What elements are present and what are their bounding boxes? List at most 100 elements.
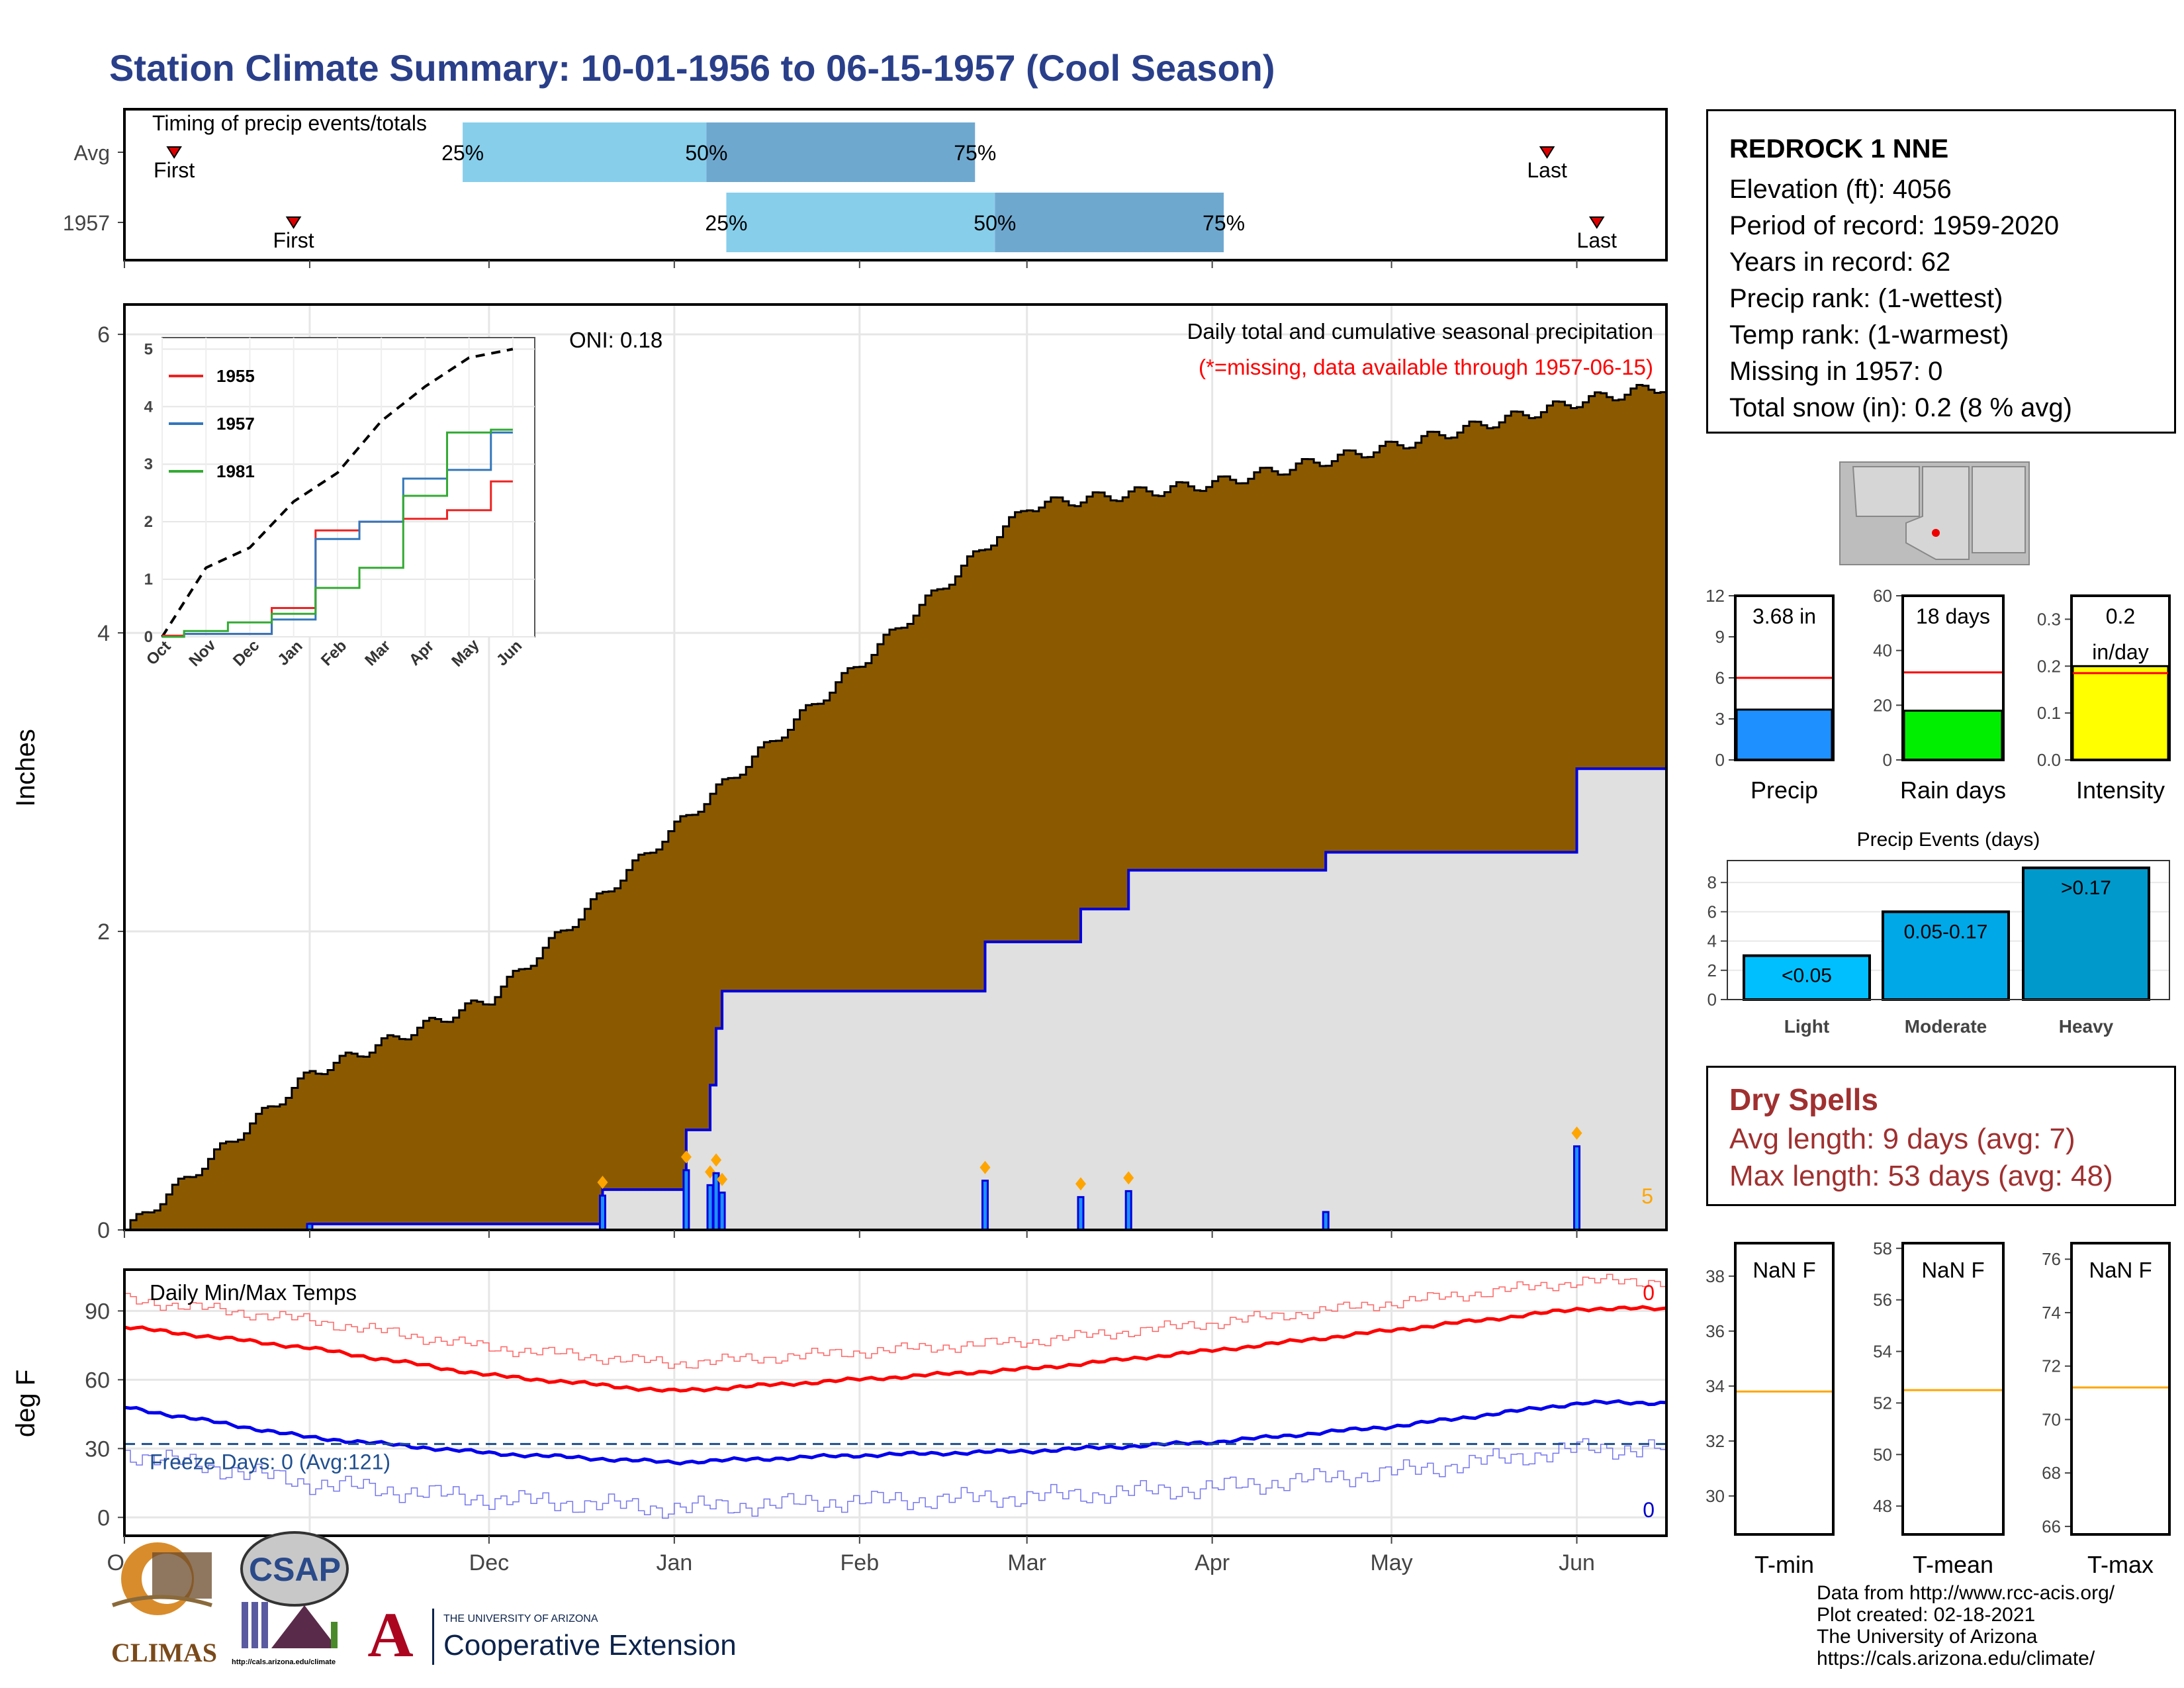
summary-bar (2071, 665, 2169, 761)
summary-value-label: 0.2 (2106, 604, 2135, 628)
summary-value-label: 18 days (1916, 604, 1990, 628)
timing-bar-25-50 (463, 122, 707, 182)
station-info-box: REDROCK 1 NNE Elevation (ft): 4056 Perio… (1706, 109, 2176, 434)
summary-y-tick-label: 0.0 (2037, 750, 2061, 770)
last-marker-icon (1588, 216, 1605, 229)
station-temp-rank: Temp rank: (1-warmest) (1729, 320, 2009, 350)
daily-precip-bar (682, 1169, 690, 1231)
temp-y-axis-label: deg F (11, 1370, 40, 1437)
event-category-label: Moderate (1905, 1016, 1987, 1037)
csap-logo-url: http://cals.arizona.edu/climate (232, 1658, 336, 1666)
daily-precip-bar (1124, 1190, 1132, 1231)
footer-credits: Data from http://www.rcc-acis.org/ Plot … (1817, 1582, 2115, 1669)
inset-y-tick-label: 5 (144, 340, 153, 358)
timing-row-label: Avg (73, 141, 110, 165)
timing-p50-label: 50% (685, 141, 727, 165)
summary-panel-frame (1901, 594, 2005, 761)
csap-logo: CSAP http://cals.arizona.edu/climate (232, 1523, 351, 1681)
inset-y-tick-label: 1 (144, 571, 153, 588)
temp-normal-value-label: NaN F (2089, 1258, 2152, 1282)
temp-normal-y-tick-label: 38 (1706, 1266, 1725, 1286)
timing-bar-50-75 (995, 193, 1224, 252)
summary-y-tick-label: 0.1 (2037, 703, 2061, 723)
map-state-az (1905, 466, 1970, 560)
events-title: Precip Events (days) (1857, 829, 2040, 851)
temp-panel-bg (124, 1270, 1666, 1536)
first-label: First (154, 158, 195, 182)
summary-y-tick-label: 3 (1715, 709, 1725, 729)
temp-normal-frame (2070, 1242, 2171, 1536)
station-name: REDROCK 1 NNE (1729, 134, 1949, 164)
temp-y-tick-label: 90 (85, 1299, 110, 1324)
temp-normal-y-tick-label: 56 (1873, 1290, 1892, 1310)
temp-chart-title: Daily Min/Max Temps (150, 1280, 357, 1305)
temp-normal-y-tick-label: 70 (2042, 1409, 2061, 1429)
inset-legend-label: 1981 (216, 461, 255, 481)
first-marker-icon (285, 216, 302, 229)
event-bar-label: <0.05 (1782, 965, 1832, 987)
daily-precip-bar (1077, 1196, 1085, 1231)
temp-normal-value-label: NaN F (1752, 1258, 1815, 1282)
inset-series-line (162, 428, 513, 638)
events-y-tick-label: 2 (1707, 961, 1717, 980)
timing-row-label: 1957 (63, 211, 110, 235)
heavy-event-marker-icon (1123, 1171, 1134, 1185)
main-y-axis-label: Inches (11, 729, 40, 807)
inset-y-tick-label: 4 (144, 398, 154, 416)
dry-spells-avg: Avg length: 9 days (avg: 7) (1729, 1123, 2075, 1155)
main-panel-frame (123, 303, 1668, 1231)
summary-value-label: in/day (2092, 640, 2148, 664)
summary-category-label: Intensity (2076, 776, 2165, 804)
events-y-tick-label: 0 (1707, 990, 1717, 1009)
summary-y-tick-label: 40 (1873, 641, 1892, 661)
timing-p25-label: 25% (705, 211, 747, 235)
temp-normal-y-tick-label: 52 (1873, 1393, 1892, 1413)
heavy-event-marker-icon (1075, 1177, 1086, 1191)
temp-normal-y-tick-label: 50 (1873, 1444, 1892, 1464)
event-bar (2022, 867, 2150, 1001)
temp-normal-frame (1734, 1242, 1835, 1536)
main-chart-title: Daily total and cumulative seasonal prec… (1187, 319, 1653, 344)
station-years: Years in record: 62 (1729, 248, 1951, 277)
footer-line-university: The University of Arizona (1817, 1626, 2038, 1648)
temp-normal-category-label: T-mean (1913, 1551, 1993, 1578)
inset-legend-label: 1957 (216, 414, 255, 434)
station-snow: Total snow (in): 0.2 (8 % avg) (1729, 393, 2072, 422)
month-label: Dec (469, 1550, 509, 1575)
last-marker-icon (1539, 146, 1555, 159)
temp-normal-value-label: NaN F (1921, 1258, 1984, 1282)
avg-min-temp-line (124, 1399, 1667, 1466)
inset-series-line (161, 348, 514, 638)
summary-y-tick-label: 20 (1873, 695, 1892, 715)
temp-normal-y-tick-label: 76 (2042, 1249, 2061, 1269)
csap-logo-text: CSAP (249, 1551, 341, 1588)
event-category-label: Heavy (2059, 1016, 2114, 1037)
last-label: Last (1527, 158, 1567, 182)
timing-bar-50-75 (706, 122, 976, 182)
temp-normal-y-tick-label: 72 (2042, 1356, 2061, 1376)
summary-bar (1903, 710, 2003, 761)
first-marker-icon (166, 146, 182, 159)
summary-y-tick-label: 0 (1715, 750, 1725, 770)
climas-logo: CLIMAS (106, 1526, 218, 1678)
month-label: Jun (1559, 1550, 1595, 1575)
footer-line-created: Plot created: 02-18-2021 (1817, 1604, 2036, 1626)
timing-p50-label: 50% (974, 211, 1016, 235)
dry-spells-title: Dry Spells (1729, 1082, 1878, 1117)
timing-panel-frame (123, 108, 1668, 261)
heavy-event-marker-icon (1571, 1126, 1582, 1140)
temp-normal-y-tick-label: 66 (2042, 1517, 2061, 1536)
ua-big-text: Cooperative Extension (443, 1629, 737, 1662)
summary-category-label: Precip (1751, 776, 1818, 804)
station-missing: Missing in 1957: 0 (1729, 357, 1943, 386)
timing-bar-25-50 (726, 193, 995, 252)
timing-p75-label: 75% (1203, 211, 1245, 235)
temp-normal-y-tick-label: 34 (1706, 1376, 1725, 1396)
observed-cumulative-area (124, 769, 1666, 1230)
temp-normal-y-tick-label: 54 (1873, 1342, 1892, 1362)
inset-y-tick-label: 3 (144, 455, 153, 473)
inset-y-tick-label: 0 (144, 628, 153, 646)
inset-y-tick-label: 2 (144, 513, 153, 531)
inset-legend-label: 1955 (216, 366, 255, 386)
daily-precip-bar (706, 1184, 714, 1231)
